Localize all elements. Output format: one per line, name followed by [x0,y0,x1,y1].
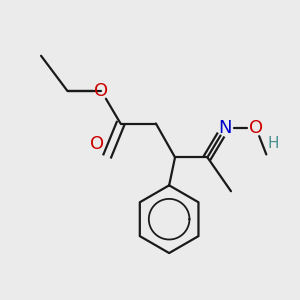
Text: O: O [94,82,109,100]
Text: O: O [90,135,104,153]
Text: N: N [218,119,232,137]
Text: H: H [268,136,279,152]
Text: O: O [249,119,263,137]
